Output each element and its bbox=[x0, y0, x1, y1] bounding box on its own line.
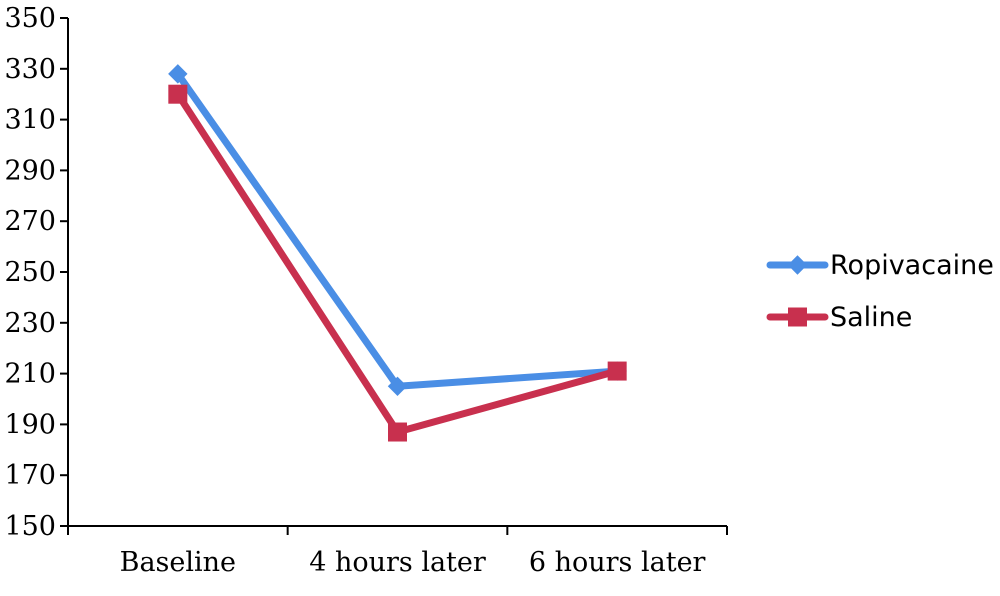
y-tick-label: 210 bbox=[4, 359, 56, 390]
legend-swatch-marker bbox=[788, 307, 807, 327]
y-tick-label: 170 bbox=[4, 460, 56, 491]
series-line-ropivacaine bbox=[174, 70, 621, 390]
data-point-saline bbox=[607, 361, 627, 381]
data-point-ropivacaine bbox=[387, 376, 408, 397]
series-saline bbox=[168, 84, 627, 442]
legend-swatch-marker bbox=[787, 255, 808, 275]
series-layer bbox=[168, 64, 627, 442]
y-axis-ticks: 150 170 190 210 230 250 270 290 310 330 350 bbox=[4, 3, 68, 542]
data-point-saline bbox=[388, 422, 407, 442]
x-tick-label: 4 hours later bbox=[309, 547, 486, 578]
y-tick-label: 250 bbox=[4, 257, 56, 288]
data-point-ropivacaine bbox=[168, 64, 188, 84]
x-axis-ticks: Baseline 4 hours later 6 hours later bbox=[67, 526, 728, 578]
y-tick-label: 230 bbox=[4, 308, 56, 339]
series-ropivacaine bbox=[168, 64, 627, 397]
legend-item-saline: Saline bbox=[766, 302, 912, 333]
chart-axes bbox=[67, 18, 727, 527]
y-tick-label: 350 bbox=[4, 3, 56, 34]
x-tick-label: 6 hours later bbox=[529, 547, 706, 578]
y-tick-label: 190 bbox=[4, 409, 56, 440]
y-tick-label: 150 bbox=[4, 511, 56, 542]
x-tick-label: Baseline bbox=[120, 547, 236, 578]
y-tick-label: 310 bbox=[4, 105, 56, 136]
y-tick-label: 330 bbox=[4, 54, 56, 85]
legend-item-ropivacaine: Ropivacaine bbox=[766, 250, 994, 281]
legend: Ropivacaine Saline bbox=[766, 250, 994, 333]
legend-label: Saline bbox=[830, 302, 912, 333]
y-tick-label: 290 bbox=[4, 155, 56, 186]
data-point-saline bbox=[168, 84, 188, 104]
y-tick-label: 270 bbox=[4, 206, 56, 237]
legend-label: Ropivacaine bbox=[830, 250, 994, 281]
